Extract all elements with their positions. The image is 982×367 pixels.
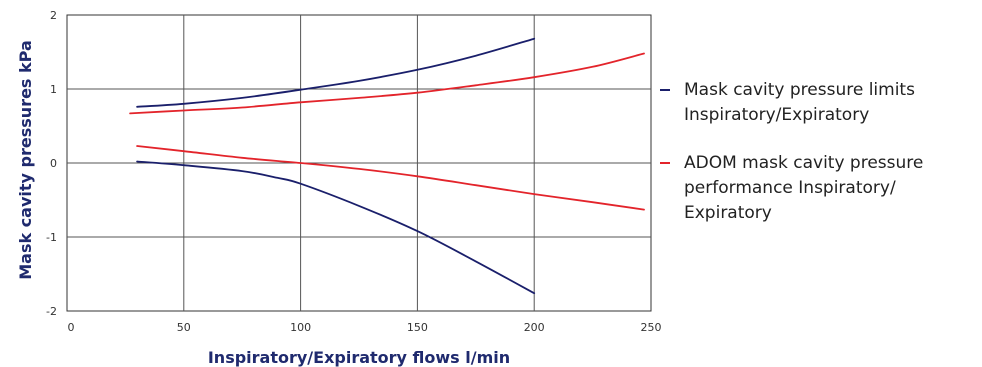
series-line-1-1 <box>136 145 645 211</box>
x-axis-title: Inspiratory/Expiratory flows l/min <box>208 348 510 367</box>
y-tick-label: 0 <box>50 157 57 170</box>
x-tick-label: 0 <box>68 321 75 334</box>
series-line-0-0 <box>136 37 536 108</box>
y-tick-label: -1 <box>46 231 57 244</box>
legend-label-adom: ADOM mask cavity pressure performance In… <box>684 153 924 223</box>
series-line-0-1 <box>136 160 536 295</box>
series-lines <box>129 37 645 295</box>
series-line-1-0 <box>129 52 645 115</box>
tick-labels: 0 50 100 150 200 250 2 1 0 -1 -2 <box>46 9 661 334</box>
y-tick-label: 2 <box>50 9 57 22</box>
legend-swatch-adom <box>660 162 670 164</box>
legend-label-limits: Mask cavity pressure limits Inspiratory/… <box>684 80 915 125</box>
x-tick-label: 100 <box>290 321 311 334</box>
x-tick-label: 250 <box>641 321 662 334</box>
y-tick-label: 1 <box>50 83 57 96</box>
x-tick-label: 150 <box>407 321 428 334</box>
x-tick-label: 200 <box>524 321 545 334</box>
legend-swatch-limits <box>660 89 670 91</box>
x-tick-label: 50 <box>177 321 191 334</box>
legend-item-limits: Mask cavity pressure limits Inspiratory/… <box>660 78 915 128</box>
y-tick-label: -2 <box>46 305 57 318</box>
legend-item-adom: ADOM mask cavity pressure performance In… <box>660 151 923 226</box>
y-axis-title: Mask cavity pressures kPa <box>16 40 35 280</box>
